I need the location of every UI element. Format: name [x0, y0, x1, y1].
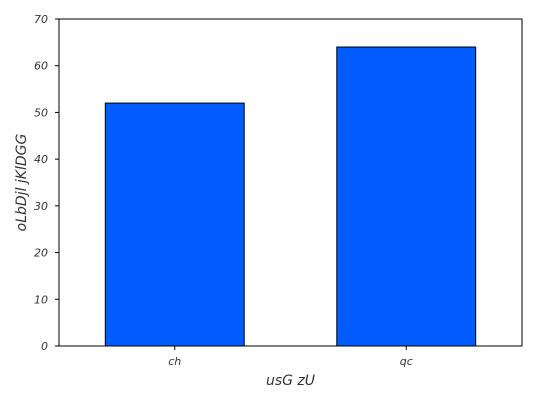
bars-group	[104, 46, 477, 347]
x-tick-label: ch	[168, 355, 181, 368]
y-tick-label: 30	[34, 200, 48, 213]
x-axis-title: usG zU	[266, 373, 315, 389]
y-tick-label: 40	[34, 153, 48, 166]
bar-qc	[336, 46, 477, 347]
y-tick-label: 0	[41, 340, 48, 353]
y-tick-label: 50	[34, 106, 48, 119]
x-tick-label: qc	[400, 355, 413, 368]
y-tick-label: 10	[34, 293, 48, 306]
y-axis-ticks: 0 10 20 30 40 50 60 70	[34, 13, 59, 353]
y-tick-label: 20	[34, 247, 48, 260]
y-tick-label: 70	[34, 13, 48, 26]
y-axis-title: oLbDjl jKlDGG	[14, 134, 30, 232]
bar-ch	[104, 102, 245, 347]
x-axis-ticks: ch qc	[168, 346, 413, 368]
y-tick-label: 60	[34, 60, 48, 73]
